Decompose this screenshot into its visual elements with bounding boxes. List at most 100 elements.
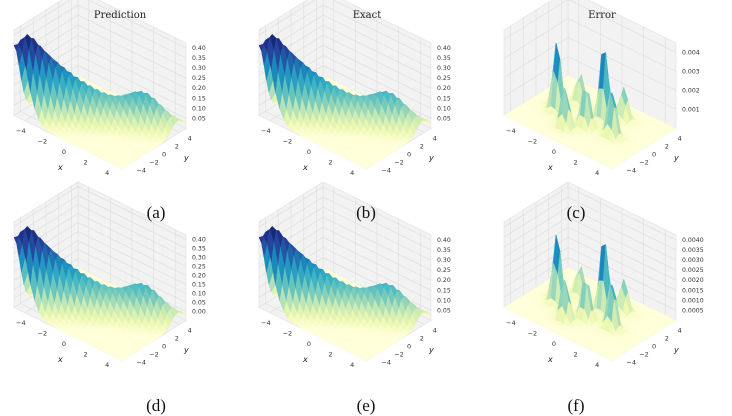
- y-axis-label: y: [428, 346, 434, 355]
- grid-line: [503, 186, 569, 228]
- grid-line: [322, 14, 432, 69]
- x-tick-label: −4: [261, 319, 271, 327]
- grid-line: [567, 247, 677, 301]
- x-tick-label: 2: [574, 351, 578, 359]
- grid-line: [322, 216, 432, 271]
- grid-line: [322, 196, 432, 251]
- z-tick-label: 0.0010: [682, 297, 704, 304]
- grid-line: [322, 24, 432, 79]
- y-tick-label: −4: [381, 167, 391, 175]
- grid-line: [503, 216, 569, 258]
- y-axis-label: y: [673, 346, 679, 355]
- grid-line: [567, 226, 677, 281]
- surface-patch: [362, 164, 370, 169]
- grid-line: [77, 65, 187, 119]
- caption-d: (d): [146, 396, 166, 415]
- grid-line: [322, 65, 432, 119]
- x-tick-label: −2: [528, 137, 538, 145]
- y-tick-label: 2: [665, 143, 669, 151]
- grid-line: [77, 55, 187, 109]
- grid-line: [503, 18, 569, 59]
- grid-line: [567, 56, 677, 110]
- y-tick-label: 0: [407, 343, 411, 351]
- y-axis-label: y: [183, 154, 189, 163]
- x-axis-label: x: [547, 163, 553, 172]
- y-tick-label: 2: [420, 143, 424, 151]
- y-tick-label: 4: [433, 327, 437, 335]
- z-tick-label: 0.0020: [682, 277, 704, 284]
- x-axis-label: x: [57, 355, 63, 364]
- z-tick-label: 0.0035: [682, 247, 704, 254]
- y-axis-label: y: [673, 154, 679, 163]
- y-tick-label: −4: [136, 167, 146, 175]
- surface-patch: [607, 356, 615, 361]
- grid-line: [322, 206, 432, 261]
- grid-line: [567, 206, 677, 261]
- x-axis-label: x: [57, 163, 63, 172]
- x-tick-label: 2: [574, 159, 578, 167]
- z-tick-label: 0.40: [192, 45, 206, 52]
- grid-line: [503, 37, 569, 78]
- grid-line: [332, 0, 432, 49]
- grid-line: [77, 14, 187, 69]
- grid-line: [322, 34, 432, 89]
- grid-line: [322, 226, 432, 281]
- z-tick-label: 0.0005: [682, 307, 704, 314]
- grid-line: [13, 195, 79, 236]
- grid-line: [322, 55, 432, 109]
- z-tick-label: 0.35: [437, 247, 451, 254]
- z-tick-label: 0.40: [437, 237, 451, 244]
- x-tick-label: 4: [350, 169, 354, 177]
- x-tick-label: −2: [283, 137, 293, 145]
- grid-line: [77, 34, 187, 89]
- grid-line: [13, 0, 71, 36]
- grid-line: [567, 18, 677, 72]
- z-tick-label: 0.10: [437, 105, 451, 112]
- grid-line: [77, 213, 187, 267]
- x-tick-label: −4: [506, 319, 516, 327]
- x-tick-label: 0: [62, 340, 66, 348]
- y-tick-label: −2: [639, 351, 649, 359]
- y-tick-label: 0: [162, 343, 166, 351]
- z-tick-label: 0.20: [192, 85, 206, 92]
- grid-line: [77, 24, 187, 79]
- grid-line: [87, 0, 187, 49]
- x-tick-label: 2: [329, 351, 333, 359]
- z-tick-label: 0.15: [192, 95, 206, 102]
- z-tick-label: 0.30: [437, 65, 451, 72]
- y-tick-label: 4: [188, 327, 192, 335]
- y-tick-label: 4: [188, 135, 192, 143]
- y-tick-label: 0: [652, 343, 656, 351]
- x-tick-label: −4: [261, 127, 271, 135]
- z-tick-label: 0.001: [682, 106, 700, 113]
- z-tick-label: 0.40: [437, 45, 451, 52]
- z-tick-label: 0.00: [192, 308, 206, 315]
- grid-line: [77, 231, 187, 285]
- surface-patch: [362, 356, 370, 361]
- column-title-exact: Exact: [352, 10, 382, 21]
- y-tick-label: 2: [665, 335, 669, 343]
- z-tick-label: 0.20: [437, 277, 451, 284]
- grid-line: [13, 186, 79, 227]
- z-tick-label: 0.05: [192, 299, 206, 306]
- grid-line: [503, 206, 569, 248]
- caption-f: (f): [567, 396, 585, 415]
- y-tick-label: 2: [175, 335, 179, 343]
- caption-e: (e): [356, 396, 376, 415]
- grid-line: [503, 196, 569, 238]
- grid-line: [322, 247, 432, 301]
- y-tick-label: −4: [381, 359, 391, 367]
- y-tick-label: −4: [136, 359, 146, 367]
- z-tick-label: 0.003: [682, 68, 700, 75]
- z-tick-label: 0.15: [437, 287, 451, 294]
- z-tick-label: 0.35: [437, 55, 451, 62]
- z-tick-label: 0.40: [192, 236, 206, 243]
- caption-a: (a): [146, 203, 166, 222]
- x-tick-label: 4: [105, 361, 109, 369]
- z-tick-label: 0.002: [682, 87, 700, 94]
- y-tick-label: −2: [394, 159, 404, 167]
- y-tick-label: −2: [149, 351, 159, 359]
